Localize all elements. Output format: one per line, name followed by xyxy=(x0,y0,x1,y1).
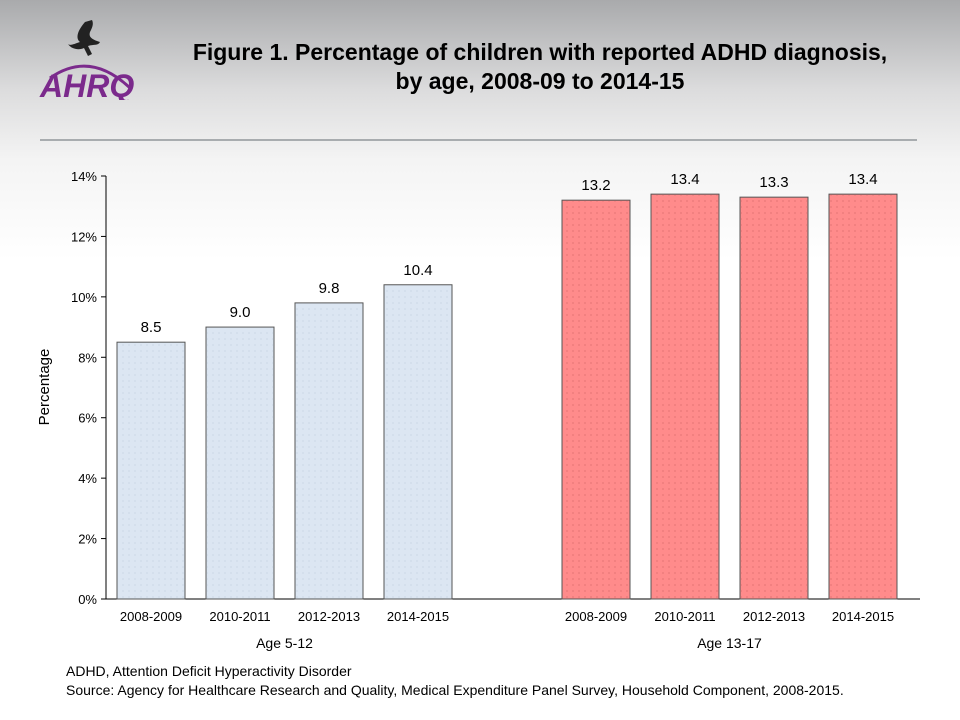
y-tick-label: 4% xyxy=(78,471,97,486)
data-label: 10.4 xyxy=(403,262,432,279)
data-label: 13.3 xyxy=(759,174,788,191)
bar-texture xyxy=(830,195,896,598)
footnote: ADHD, Attention Deficit Hyperactivity Di… xyxy=(66,663,352,679)
source-note: Source: Agency for Healthcare Research a… xyxy=(66,682,844,698)
y-tick-label: 2% xyxy=(78,532,97,547)
hhs-eagle-icon xyxy=(68,20,100,56)
data-label: 9.8 xyxy=(319,280,340,297)
x-tick-label: 2012-2013 xyxy=(743,609,805,624)
x-tick-label: 2008-2009 xyxy=(565,609,627,624)
bar-texture xyxy=(118,343,184,598)
x-tick-label: 2010-2011 xyxy=(654,609,715,624)
y-tick-label: 12% xyxy=(71,229,97,244)
y-tick-label: 6% xyxy=(78,411,97,426)
y-tick-label: 10% xyxy=(71,290,97,305)
group-label: Age 13-17 xyxy=(697,635,762,651)
data-label: 13.4 xyxy=(848,171,877,188)
data-label: 9.0 xyxy=(230,304,251,321)
bar-texture xyxy=(741,198,807,598)
x-tick-label: 2014-2015 xyxy=(387,609,449,624)
data-label: 13.2 xyxy=(581,177,610,194)
y-tick-label: 0% xyxy=(78,592,97,607)
bar-texture xyxy=(296,303,362,598)
bar-texture xyxy=(652,195,718,598)
x-tick-label: 2012-2013 xyxy=(298,609,360,624)
data-label: 13.4 xyxy=(670,171,699,188)
bar-texture xyxy=(385,285,451,598)
title-line-1: Figure 1. Percentage of children with re… xyxy=(192,39,888,65)
y-axis-label: Percentage xyxy=(36,349,53,426)
title-line-2: by age, 2008-09 to 2014-15 xyxy=(395,68,685,94)
divider xyxy=(40,139,917,141)
data-label: 8.5 xyxy=(141,319,162,336)
bar-texture xyxy=(207,328,273,598)
bar-texture xyxy=(563,201,629,598)
group-label: Age 5-12 xyxy=(256,635,313,651)
y-tick-label: 8% xyxy=(78,350,97,365)
x-tick-label: 2010-2011 xyxy=(209,609,270,624)
page-title: Figure 1. Percentage of children with re… xyxy=(160,38,920,96)
y-tick-label: 14% xyxy=(71,169,97,184)
x-tick-label: 2008-2009 xyxy=(120,609,182,624)
x-tick-label: 2014-2015 xyxy=(832,609,894,624)
ahrq-logo: AHRQ xyxy=(30,10,150,105)
svg-text:AHRQ: AHRQ xyxy=(39,68,134,100)
